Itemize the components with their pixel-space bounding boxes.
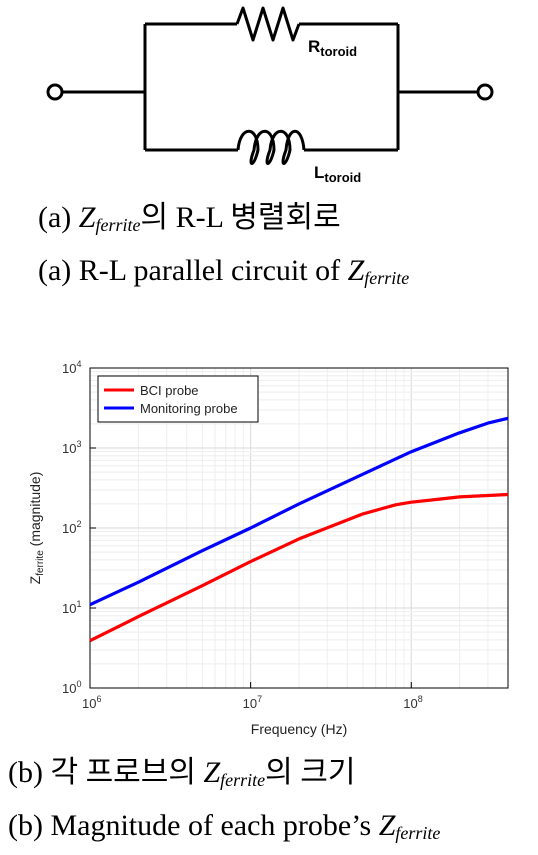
- right-terminal: [476, 83, 494, 101]
- rl-parallel-circuit-diagram: Rtoroid Ltoroid: [46, 6, 494, 185]
- legend-label-bci: BCI probe: [140, 383, 199, 398]
- x-axis-label: Frequency (Hz): [251, 721, 347, 737]
- legend-label-monitoring: Monitoring probe: [140, 401, 238, 416]
- y-tick-label: 104: [62, 359, 81, 376]
- x-tick-label: 107: [243, 694, 262, 711]
- caption-b-english: (b) Magnitude of each probe’s Zferrite: [8, 809, 441, 843]
- y-tick-label: 101: [62, 599, 81, 616]
- y-tick-label: 100: [62, 679, 81, 696]
- x-tick-label: 106: [82, 694, 101, 711]
- caption-b-korean: (b) 각 프로브의 Zferrite의 크기: [8, 756, 356, 790]
- series-line-bci-probe: [89, 492, 509, 643]
- y-tick-label: 102: [62, 519, 81, 536]
- left-terminal: [46, 83, 64, 101]
- caption-a-english: (a) R-L parallel circuit of Zferrite: [38, 254, 410, 288]
- inductor-symbol: [236, 129, 306, 165]
- y-axis-label: Zferrite (magnitude): [27, 472, 46, 585]
- resistor-label: Rtoroid: [308, 37, 357, 59]
- legend: BCI probe Monitoring probe: [97, 375, 259, 423]
- caption-a-korean: (a) Zferrite의 R-L 병렬회로: [38, 201, 341, 235]
- resistor-symbol: [235, 6, 301, 42]
- axis-ticks: 106 107 108 100 101 102 103 104: [62, 359, 509, 711]
- inductor-label: Ltoroid: [314, 163, 361, 185]
- series-line-monitoring-probe: [89, 416, 509, 607]
- x-tick-label: 108: [403, 694, 422, 711]
- legend-box: [97, 375, 259, 423]
- y-tick-label: 103: [62, 439, 81, 456]
- plot-frame: [89, 367, 509, 689]
- series-lines: [89, 416, 509, 643]
